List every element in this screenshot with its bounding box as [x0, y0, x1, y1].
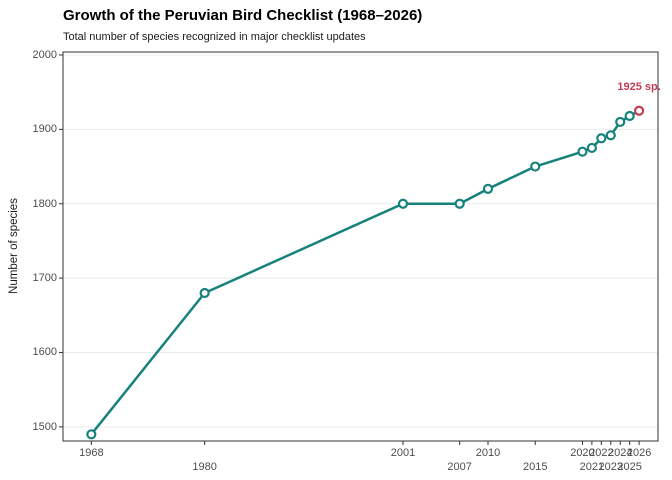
x-tick-label: 2022: [589, 447, 614, 459]
x-tick-label: 2024: [607, 447, 633, 459]
y-tick-label: 1500: [32, 420, 57, 433]
data-point: [86, 429, 97, 440]
x-tick-label: 2023: [598, 461, 624, 473]
x-tick-label: 2026: [626, 447, 652, 459]
y-tick-label: 1600: [32, 346, 57, 359]
data-point: [624, 110, 635, 122]
y-tick-label: 1900: [32, 123, 57, 136]
species-trend-line: [90, 109, 641, 436]
data-point: [605, 130, 616, 141]
chart-title: Growth of the Peruvian Bird Checklist (1…: [63, 7, 423, 24]
data-point: [596, 133, 607, 144]
y-tick-label: 1700: [32, 272, 57, 285]
y-tick-label: 2000: [32, 48, 57, 61]
x-tick-label: 2021: [579, 461, 605, 473]
data-point: [577, 146, 588, 157]
data-point: [454, 198, 465, 209]
x-tick-label: 2010: [475, 447, 501, 459]
chart-subtitle: Total number of species recognized in ma…: [63, 31, 366, 43]
panel-border: [62, 51, 659, 442]
data-point: [397, 198, 409, 209]
final-count-annotation: 1925 sp.: [617, 80, 661, 93]
x-tick-label: 1980: [192, 461, 217, 473]
x-tick-label: 2015: [522, 461, 548, 473]
x-tick-label: 2020: [570, 447, 595, 459]
data-point: [199, 287, 210, 299]
data-point-highlight: [634, 105, 645, 116]
x-tick-label: 2001: [390, 447, 416, 459]
x-tick-label: 1968: [79, 447, 104, 459]
data-point: [615, 116, 626, 128]
y-tick-label: 1800: [32, 197, 57, 210]
x-tick-label: 2007: [447, 461, 472, 473]
data-point: [482, 183, 494, 194]
data-point: [586, 142, 597, 154]
data-point: [530, 161, 541, 172]
x-tick-label: 2025: [617, 461, 642, 473]
